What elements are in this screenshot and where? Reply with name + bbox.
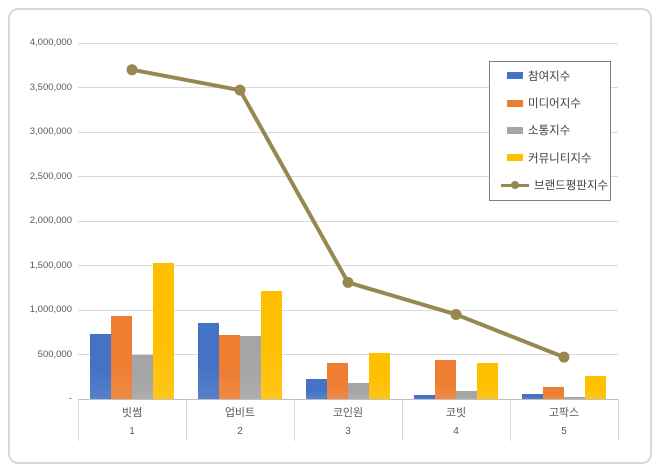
y-tick-label: 1,000,000 (29, 304, 72, 315)
legend-bar-swatch-icon (507, 99, 523, 107)
legend-label: 미디어지수 (528, 98, 581, 111)
bar-series3-cat2 (369, 352, 390, 399)
bar-series3-cat0 (153, 262, 174, 399)
category-divider (294, 399, 295, 441)
x-axis-line (78, 398, 618, 400)
y-tick-label: - (68, 393, 72, 404)
category-label-1: 업비트 (224, 407, 256, 419)
category-divider (186, 399, 187, 441)
category-divider (78, 399, 79, 441)
gridline (78, 131, 618, 133)
legend-bar-swatch-icon (507, 126, 523, 134)
y-tick-label: 2,500,000 (29, 170, 72, 182)
legend-item-4: 브랜드평판지수 (490, 172, 610, 199)
category-number-0: 1 (129, 426, 135, 437)
bar-series1-cat4 (543, 387, 564, 399)
bar-series2-cat3 (456, 390, 477, 399)
gridline (78, 42, 618, 44)
legend-label: 참여지수 (528, 70, 571, 83)
legend-bar-swatch-icon (507, 154, 523, 162)
bar-series0-cat0 (90, 334, 111, 399)
bar-series1-cat3 (435, 359, 456, 399)
legend-line-marker (511, 180, 519, 189)
legend-item-1: 미디어지수 (490, 89, 610, 116)
line-marker-cat1 (234, 84, 246, 96)
category-number-1: 2 (237, 426, 243, 437)
gridline (78, 220, 618, 222)
category-label-0: 빗썸 (121, 407, 143, 419)
category-number-3: 4 (453, 426, 459, 437)
legend-item-2: 소통지수 (490, 117, 610, 144)
bar-series2-cat4 (564, 397, 585, 399)
gridline (78, 265, 618, 266)
bar-series2-cat2 (348, 382, 369, 399)
bar-series3-cat4 (585, 375, 606, 399)
legend-line-swatch-icon (501, 180, 529, 190)
bar-series0-cat2 (306, 379, 327, 399)
bar-series3-cat3 (477, 363, 498, 399)
bar-series2-cat0 (132, 354, 153, 399)
category-number-2: 3 (345, 426, 351, 437)
y-tick-label: 500,000 (37, 348, 72, 360)
category-label-3: 코빗 (445, 407, 467, 419)
line-marker-cat4 (558, 351, 570, 363)
gridline (78, 354, 618, 355)
legend-label: 소통지수 (528, 125, 571, 138)
legend-label: 커뮤니티지수 (528, 152, 592, 165)
gridline (78, 176, 618, 177)
y-tick-label: 1,500,000 (29, 259, 72, 271)
bar-series0-cat4 (522, 393, 543, 399)
y-tick-label: 2,000,000 (29, 215, 72, 226)
gridline (78, 87, 618, 88)
legend-bar-swatch-icon (507, 72, 523, 80)
category-divider (402, 399, 403, 441)
bar-series1-cat0 (111, 316, 132, 399)
bar-series1-cat1 (219, 334, 240, 399)
bar-series1-cat2 (327, 363, 348, 399)
bar-series3-cat1 (261, 291, 282, 399)
legend-item-0: 참여지수 (490, 62, 610, 89)
y-tick-label: 4,000,000 (29, 37, 72, 48)
category-label-4: 고팍스 (548, 407, 580, 419)
legend-label: 브랜드평판지수 (534, 180, 609, 193)
y-tick-label: 3,000,000 (29, 126, 72, 137)
y-tick-label: 3,500,000 (29, 81, 72, 93)
line-marker-cat0 (126, 64, 138, 76)
legend-item-3: 커뮤니티지수 (490, 144, 610, 171)
category-divider (510, 399, 511, 441)
gridline (78, 309, 618, 311)
bar-series0-cat1 (198, 323, 219, 399)
line-marker-cat2 (342, 276, 354, 288)
category-divider (618, 399, 619, 441)
category-number-4: 5 (561, 426, 567, 437)
line-marker-cat3 (450, 308, 462, 320)
bar-series2-cat1 (240, 335, 261, 399)
category-label-2: 코인원 (332, 407, 364, 419)
brand-index-line-series (126, 64, 570, 363)
bar-series0-cat3 (414, 394, 435, 399)
